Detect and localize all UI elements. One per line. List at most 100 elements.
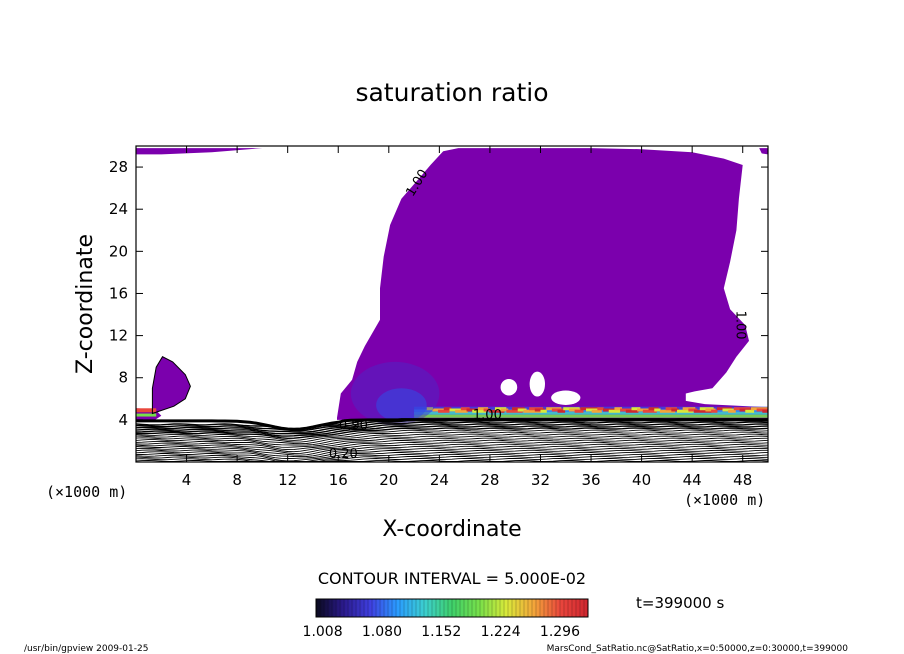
x-axis: 4 8 12 16 20 24 28 32 36 40 44 48 bbox=[182, 146, 752, 489]
y-tick-label: 16 bbox=[109, 284, 128, 302]
y-tick-label: 20 bbox=[109, 242, 128, 260]
saturation-band-patch bbox=[477, 407, 489, 411]
saturation-band-patch bbox=[472, 409, 487, 413]
contour-line bbox=[136, 425, 768, 437]
x-tick-label: 44 bbox=[683, 471, 702, 489]
supersaturation-region-top-left bbox=[136, 148, 263, 155]
contour-line-unity bbox=[151, 356, 191, 415]
colorbar: 1.008 1.080 1.152 1.224 1.296 bbox=[303, 598, 589, 640]
saturation-band-patch bbox=[540, 409, 547, 413]
contour-line bbox=[136, 445, 768, 456]
contour-interval-label: CONTOUR INTERVAL = 5.000E-02 bbox=[318, 569, 586, 588]
x-tick-label: 40 bbox=[632, 471, 651, 489]
saturation-band-patch bbox=[625, 409, 639, 413]
y-axis-title: Z-coordinate bbox=[73, 234, 98, 374]
contour-line bbox=[136, 441, 768, 453]
contour-line bbox=[136, 427, 768, 440]
colorbar-tick-label: 1.152 bbox=[421, 624, 461, 640]
y-tick-label: 12 bbox=[109, 327, 128, 345]
x-axis-title: X-coordinate bbox=[382, 517, 521, 542]
colorbar-tick-label: 1.080 bbox=[362, 624, 402, 640]
saturation-band-patch bbox=[523, 409, 542, 413]
saturation-band-patch bbox=[688, 408, 698, 412]
saturation-band-patch bbox=[722, 408, 734, 412]
supersaturation-fill bbox=[136, 148, 768, 420]
saturation-band-patch bbox=[506, 409, 523, 413]
footer-right: MarsCond_SatRatio.nc@SatRatio,x=0:50000,… bbox=[547, 644, 849, 654]
saturation-band-patch bbox=[591, 409, 602, 413]
saturation-band-patch bbox=[460, 407, 470, 411]
saturation-band-patch bbox=[648, 407, 659, 411]
saturation-band-patch bbox=[654, 408, 661, 412]
saturation-band-patch bbox=[614, 407, 623, 411]
saturation-band-patch bbox=[483, 408, 490, 412]
x-tick-label: 32 bbox=[531, 471, 550, 489]
contour-line bbox=[136, 447, 768, 458]
contour-line bbox=[136, 455, 768, 462]
saturation-band-patch bbox=[642, 409, 657, 413]
saturation-band-patch bbox=[557, 409, 566, 413]
chart-title: saturation ratio bbox=[355, 78, 548, 107]
y-axis: 4 8 12 16 20 24 28 bbox=[109, 158, 768, 429]
saturation-band-patch bbox=[631, 407, 641, 411]
y-tick-label: 8 bbox=[118, 369, 128, 387]
contour-line bbox=[136, 437, 768, 448]
contour-label: 0.90 bbox=[339, 418, 368, 433]
x-tick-label: 16 bbox=[329, 471, 348, 489]
contour-line bbox=[136, 429, 768, 441]
supersaturation-region-main bbox=[337, 148, 768, 420]
saturation-band-patch bbox=[671, 408, 679, 412]
contour-line bbox=[136, 423, 768, 435]
contour-line bbox=[136, 421, 768, 433]
saturation-band-patch bbox=[694, 409, 712, 413]
saturation-band-patch bbox=[489, 409, 505, 413]
contour-lines bbox=[136, 356, 768, 462]
x-unit-label: (×1000 m) bbox=[684, 491, 765, 509]
contour-line bbox=[136, 459, 768, 462]
saturation-band-strip bbox=[414, 411, 768, 415]
saturation-band-patch bbox=[534, 408, 545, 412]
saturation-band-patch bbox=[438, 409, 450, 413]
contour-label: 0.20 bbox=[329, 447, 358, 462]
supersaturation-region-top-right bbox=[759, 148, 768, 155]
colorbar-tick-label: 1.224 bbox=[481, 624, 521, 640]
saturation-band-patch bbox=[500, 408, 509, 412]
colorbar-tick-label: 1.008 bbox=[303, 624, 343, 640]
colorbar-ticks: 1.008 1.080 1.152 1.224 1.296 bbox=[303, 624, 581, 640]
contour-line bbox=[136, 449, 768, 459]
saturation-band-patch bbox=[659, 409, 676, 413]
saturation-band-strip bbox=[414, 414, 768, 418]
subsaturated-hole bbox=[529, 371, 546, 397]
saturation-glow bbox=[376, 388, 427, 422]
supersaturation-region-left-blob bbox=[152, 356, 191, 414]
saturation-band-patch bbox=[455, 409, 468, 413]
x-tick-label: 36 bbox=[581, 471, 600, 489]
saturation-band-patch bbox=[443, 407, 452, 411]
saturation-band-patch bbox=[517, 408, 527, 412]
y-tick-label: 4 bbox=[118, 411, 128, 429]
subsaturated-hole bbox=[551, 390, 581, 405]
contour-line bbox=[136, 457, 768, 462]
saturation-band-patch bbox=[711, 409, 718, 413]
saturation-band-patch bbox=[705, 408, 716, 412]
contour-line bbox=[136, 443, 768, 455]
x-tick-label: 12 bbox=[278, 471, 297, 489]
x-tick-label: 24 bbox=[430, 471, 449, 489]
plot-frame bbox=[135, 145, 769, 463]
footer-left: /usr/bin/gpview 2009-01-25 bbox=[24, 644, 148, 654]
saturation-band-patch bbox=[426, 407, 434, 411]
colorbar-tick-label: 1.296 bbox=[540, 624, 580, 640]
saturation-band-patch bbox=[574, 409, 584, 413]
saturation-band-left bbox=[136, 408, 157, 413]
contour-label: 1.00 bbox=[732, 311, 747, 340]
contour-line bbox=[136, 451, 768, 462]
y-tick-label: 28 bbox=[109, 158, 128, 176]
saturation-band-patch bbox=[745, 409, 755, 413]
saturation-band-patch bbox=[597, 407, 604, 411]
saturation-band-patch bbox=[728, 409, 736, 413]
x-tick-label: 28 bbox=[480, 471, 499, 489]
contour-line bbox=[136, 435, 768, 446]
contour-line bbox=[136, 433, 768, 445]
contour-line bbox=[136, 453, 768, 462]
